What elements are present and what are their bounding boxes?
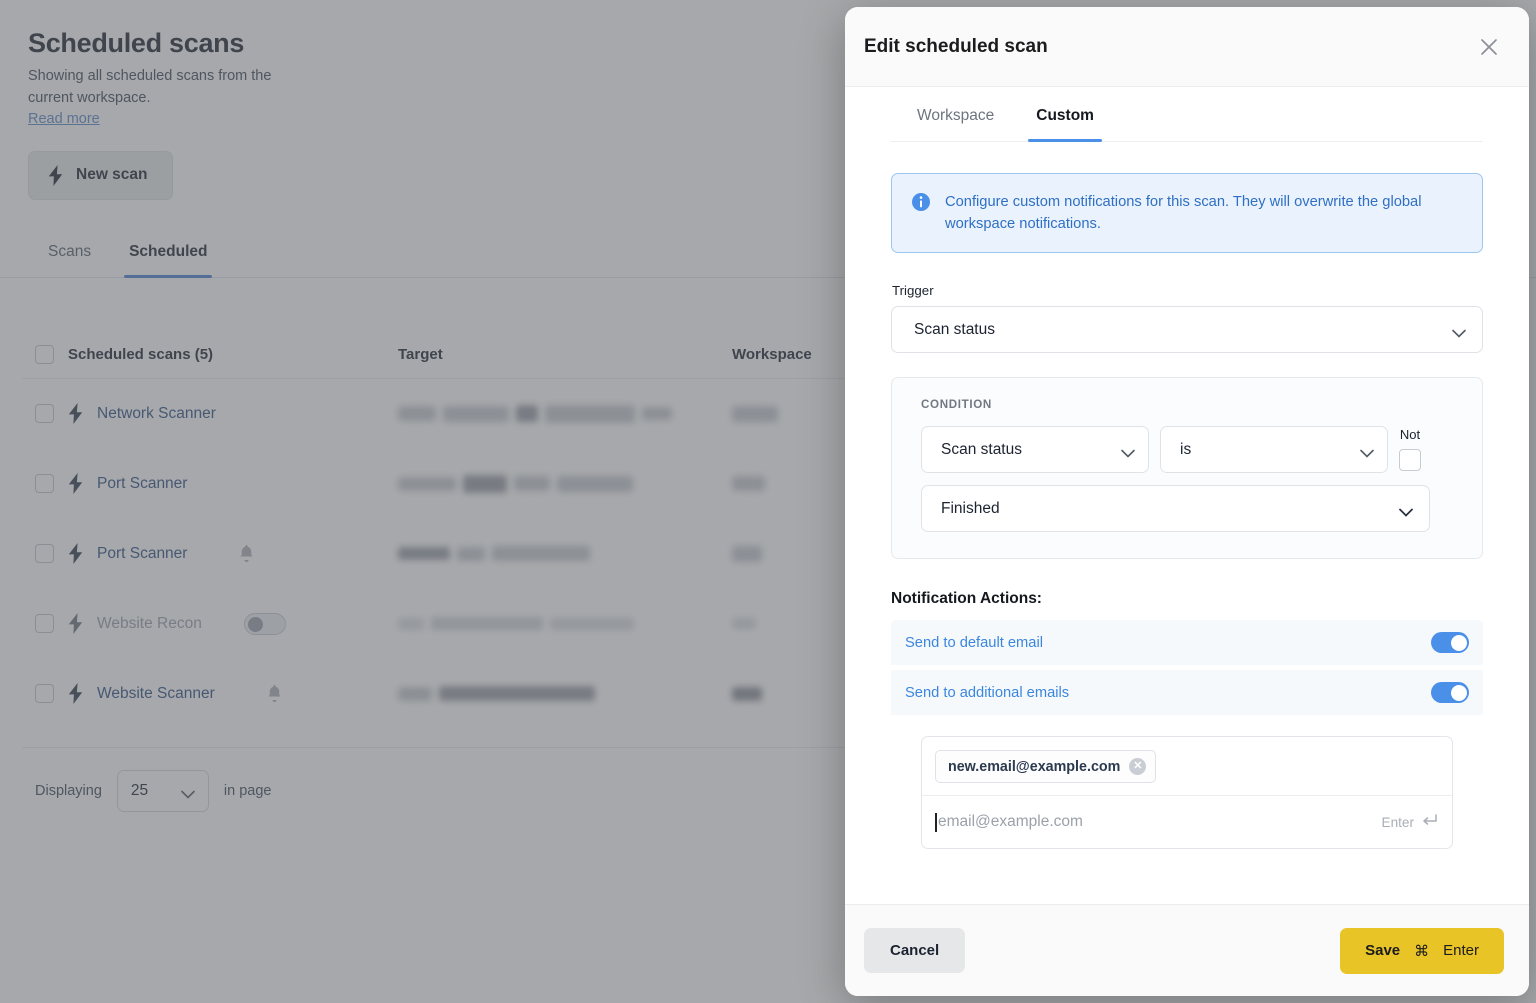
notification-actions-list: Send to default email Send to additional…: [891, 620, 1483, 876]
dialog-tabs: Workspace Custom: [891, 87, 1483, 142]
dialog-header: Edit scheduled scan: [845, 7, 1529, 87]
tab-workspace[interactable]: Workspace: [917, 107, 995, 124]
condition-subject-select[interactable]: Scan status: [921, 426, 1149, 474]
enter-key-icon: [1421, 813, 1437, 831]
not-label: Not: [1399, 427, 1421, 443]
trigger-select[interactable]: Scan status: [891, 306, 1483, 354]
condition-operator-value: is: [1180, 440, 1192, 458]
condition-not-group: Not: [1399, 426, 1421, 472]
condition-value-select[interactable]: Finished: [921, 485, 1430, 533]
condition-operator-select[interactable]: is: [1160, 426, 1388, 474]
action-row-additional-emails[interactable]: Send to additional emails: [891, 670, 1483, 716]
not-checkbox[interactable]: [1399, 449, 1421, 472]
email-chip-label: new.email@example.com: [948, 758, 1121, 775]
trigger-label: Trigger: [892, 283, 934, 299]
edit-scheduled-scan-dialog: Edit scheduled scan Workspace Custom Con…: [845, 7, 1529, 996]
chevron-down-icon: [1452, 325, 1466, 338]
action-label-additional-emails: Send to additional emails: [905, 684, 1070, 701]
chevron-down-icon: [1399, 504, 1413, 517]
tab-custom[interactable]: Custom: [1028, 87, 1102, 142]
save-label: Save: [1365, 942, 1401, 959]
info-icon: [911, 192, 931, 212]
email-input-placeholder: email@example.com: [938, 813, 1083, 831]
toggle-send-additional-emails[interactable]: [1431, 682, 1469, 704]
email-input-row[interactable]: email@example.com Enter: [922, 795, 1452, 848]
dialog-footer: Cancel Save ⌘ Enter: [845, 904, 1529, 996]
dialog-title: Edit scheduled scan: [864, 35, 1048, 57]
notification-actions-title: Notification Actions:: [891, 590, 1042, 608]
save-shortcut-key: Enter: [1443, 942, 1479, 959]
email-tags-box: new.email@example.com ✕ email@example.co…: [921, 736, 1453, 850]
info-banner-text: Configure custom notifications for this …: [945, 194, 1422, 233]
dialog-body: Workspace Custom Configure custom notifi…: [845, 87, 1529, 904]
cancel-button[interactable]: Cancel: [864, 928, 966, 973]
condition-subject-value: Scan status: [941, 440, 1022, 458]
enter-hint-label: Enter: [1381, 814, 1415, 830]
condition-card: CONDITION Scan status is Not: [891, 377, 1483, 560]
remove-email-icon[interactable]: ✕: [1129, 758, 1147, 776]
email-chip-area: new.email@example.com ✕: [922, 737, 1452, 795]
email-chip[interactable]: new.email@example.com ✕: [935, 750, 1157, 784]
condition-label: CONDITION: [921, 398, 992, 412]
action-label-default-email: Send to default email: [905, 634, 1043, 651]
chevron-down-icon: [1121, 445, 1135, 458]
action-row-default-email[interactable]: Send to default email: [891, 620, 1483, 666]
enter-hint: Enter: [1381, 813, 1438, 831]
save-button[interactable]: Save ⌘ Enter: [1340, 927, 1504, 974]
toggle-send-default-email[interactable]: [1431, 632, 1469, 654]
close-icon[interactable]: [1474, 32, 1504, 62]
text-caret: [935, 812, 937, 832]
condition-value: Finished: [941, 499, 1000, 517]
info-banner: Configure custom notifications for this …: [891, 173, 1483, 254]
additional-emails-panel: new.email@example.com ✕ email@example.co…: [891, 715, 1483, 876]
trigger-value: Scan status: [914, 320, 995, 338]
command-key-icon: ⌘: [1414, 942, 1430, 960]
chevron-down-icon: [1360, 445, 1374, 458]
